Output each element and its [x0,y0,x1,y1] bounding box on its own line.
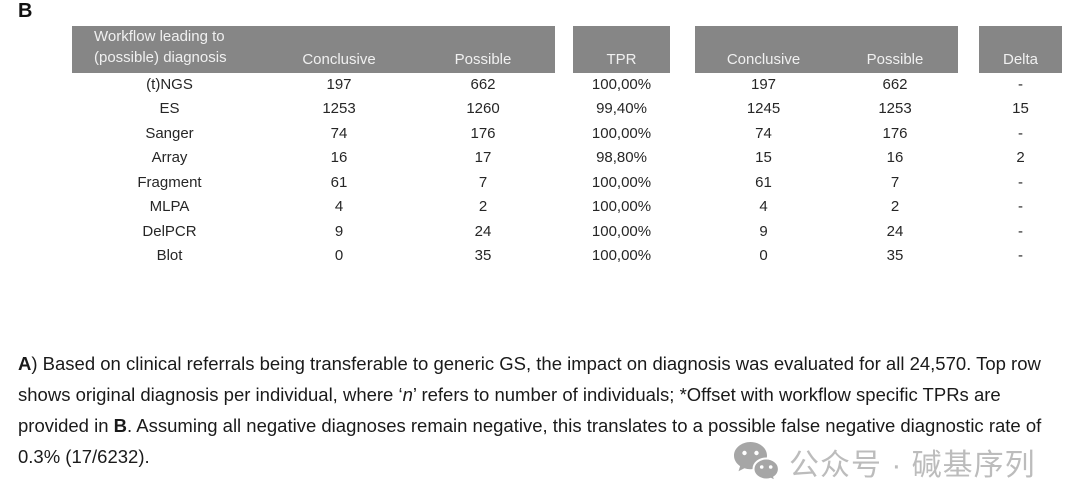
caption-text-2: ’ refers to number of individuals; *Offs… [18,384,1001,436]
caption-text-3: . Assuming all negative diagnoses remain… [18,415,1042,467]
results-table: Workflow leading to (possible) diagnosis… [72,26,1062,268]
cell-conclusive-original: 0 [334,247,344,265]
table-header-row: Workflow leading to (possible) diagnosis… [72,26,1062,73]
cell-possible-offset: 1253 [878,100,912,118]
cell-workflow: Blot [156,247,183,265]
cell-possible-offset: 2 [890,198,900,216]
cell-tpr: 100,00% [591,75,652,93]
cell-possible-offset: 24 [886,222,904,240]
header-workflow-line1: Workflow leading to [94,28,225,45]
cell-workflow: Array [151,149,188,167]
table-row: MLPA 4 2 100,00% 4 2 - [72,195,1062,220]
cell-delta: - [1018,75,1023,93]
cell-possible-original: 1260 [466,100,500,118]
header-tpr: TPR [573,26,670,73]
header-gap-2 [670,26,695,73]
cell-possible-original: 7 [478,173,488,191]
table-row: Sanger 74 176 100,00% 74 176 - [72,121,1062,146]
header-possible-original: Possible [411,26,555,73]
header-gap-3 [958,26,979,73]
figure-caption: A) Based on clinical referrals being tra… [18,348,1064,472]
header-possible-offset: Possible [832,26,958,73]
table-row: (t)NGS 197 662 100,00% 197 662 - [72,72,1062,97]
cell-conclusive-original: 1253 [322,100,356,118]
cell-conclusive-original: 197 [326,75,352,93]
cell-delta: - [1018,124,1023,142]
cell-possible-offset: 176 [882,124,908,142]
cell-conclusive-offset: 61 [755,173,772,191]
cell-conclusive-offset: 197 [750,75,777,93]
header-workflow: Workflow leading to (possible) diagnosis [72,26,267,73]
caption-panel-b-ref: B [113,415,128,436]
cell-workflow: (t)NGS [146,75,193,93]
cell-possible-offset: 7 [890,173,900,191]
cell-conclusive-offset: 1245 [746,100,781,118]
cell-tpr: 100,00% [591,173,652,191]
cell-possible-offset: 16 [886,149,904,167]
table-row: DelPCR 9 24 100,00% 9 24 - [72,219,1062,244]
cell-possible-original: 17 [474,149,492,167]
cell-possible-original: 24 [474,222,492,240]
cell-conclusive-offset: 15 [755,149,772,167]
cell-tpr: 99,40% [596,100,647,118]
cell-conclusive-offset: 4 [759,198,768,216]
table-row: Fragment 61 7 100,00% 61 7 - [72,170,1062,195]
cell-conclusive-offset: 0 [759,247,768,265]
cell-possible-original: 662 [470,75,496,93]
cell-possible-original: 35 [474,247,492,265]
cell-conclusive-original: 4 [334,198,344,216]
cell-conclusive-original: 74 [330,124,348,142]
cell-workflow: Sanger [145,124,194,142]
cell-conclusive-offset: 9 [759,222,768,240]
caption-n-italic: n [402,384,413,405]
cell-tpr: 100,00% [591,124,652,142]
header-delta: Delta [979,26,1062,73]
cell-tpr: 100,00% [591,222,652,240]
cell-delta: 2 [1016,149,1025,167]
header-workflow-line2: (possible) diagnosis [94,49,227,66]
cell-conclusive-offset: 74 [755,124,772,142]
cell-workflow: DelPCR [142,222,197,240]
cell-tpr: 98,80% [596,149,647,167]
table-row: ES 1253 1260 99,40% 1245 1253 15 [72,97,1062,122]
cell-workflow: Fragment [137,173,202,191]
cell-delta: - [1018,222,1023,240]
cell-workflow: ES [159,100,180,118]
cell-delta: - [1018,173,1023,191]
cell-conclusive-original: 16 [330,149,348,167]
caption-panel-a-ref: A [18,353,32,374]
cell-conclusive-original: 61 [330,173,348,191]
cell-delta: - [1018,247,1023,265]
cell-possible-original: 2 [478,198,488,216]
table-row: Array 16 17 98,80% 15 16 2 [72,146,1062,171]
table-row: Blot 0 35 100,00% 0 35 - [72,244,1062,269]
cell-conclusive-original: 9 [334,222,344,240]
cell-delta: - [1018,198,1023,216]
header-gap-1 [555,26,573,73]
cell-delta: 15 [1012,100,1029,118]
cell-possible-offset: 662 [882,75,908,93]
header-conclusive-offset: Conclusive [695,26,832,73]
header-conclusive-original: Conclusive [267,26,411,73]
panel-label: B [18,0,33,22]
cell-workflow: MLPA [149,198,190,216]
caption-text-1: ) Based on clinical referrals being tran… [18,353,1041,405]
cell-tpr: 100,00% [591,247,652,265]
cell-possible-original: 176 [470,124,496,142]
cell-tpr: 100,00% [591,198,652,216]
cell-possible-offset: 35 [886,247,904,265]
